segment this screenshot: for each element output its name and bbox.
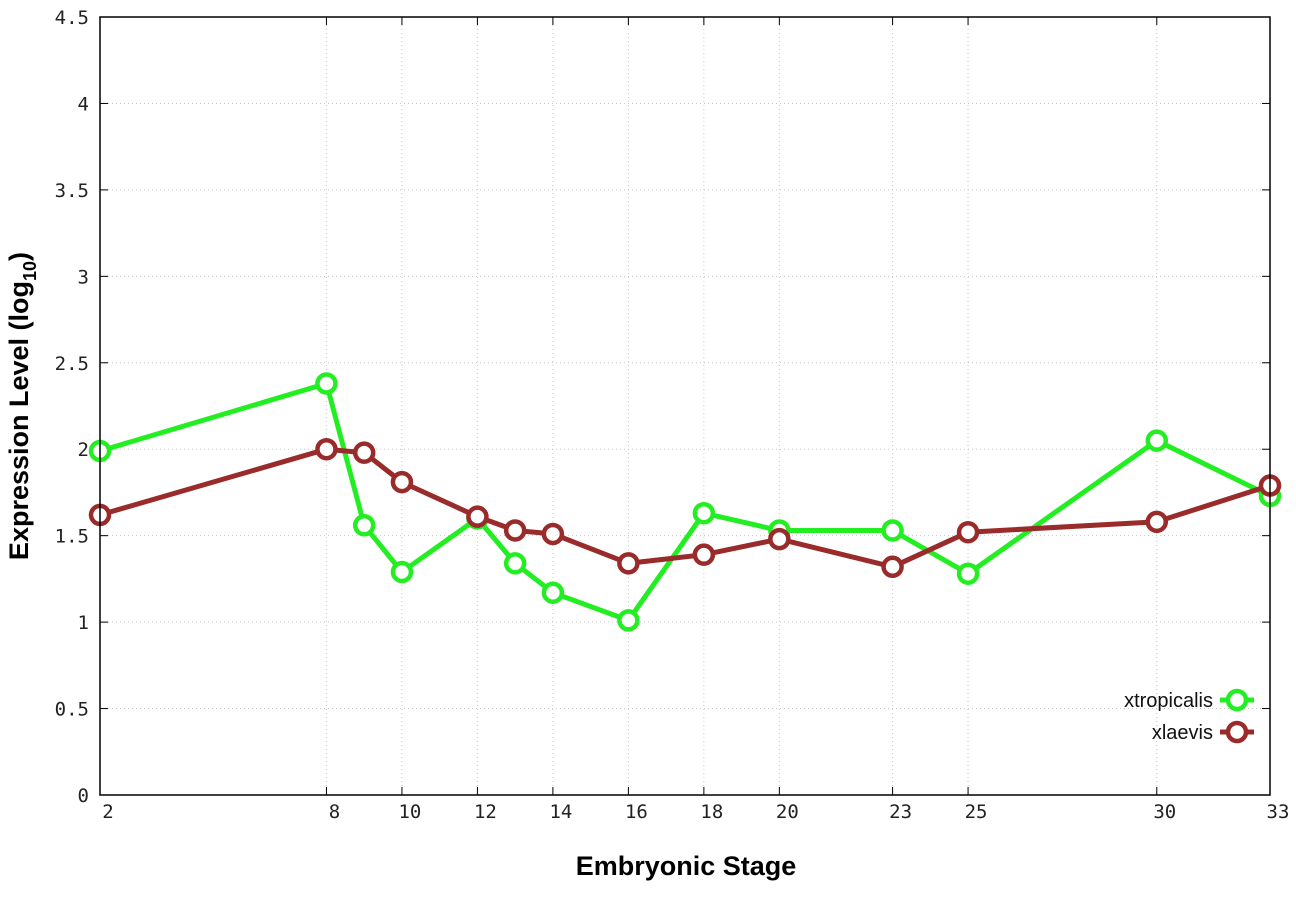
grid (100, 17, 1270, 795)
data-point (466, 505, 489, 528)
data-point (956, 520, 980, 544)
y-tick-label: 2.5 (55, 353, 89, 375)
data-point (503, 519, 527, 542)
series-group (88, 372, 1282, 632)
axis-ticks: 0 0.5 1 1.5 2 2.5 3 3.5 4 4.5 2 8 10 12 14 16 18 20 23 25 30… (55, 7, 1290, 823)
x-tick-label: 16 (625, 801, 648, 823)
y-axis-title-subscript: 10 (20, 261, 40, 281)
legend: xtropicalis xlaevis (1124, 688, 1254, 744)
data-point (692, 543, 716, 566)
data-point (352, 441, 376, 464)
data-point (956, 562, 980, 585)
y-tick-label: 1 (78, 612, 89, 634)
y-tick-label: 4 (78, 93, 89, 115)
data-point (617, 609, 640, 632)
x-tick-label: 33 (1267, 801, 1290, 823)
legend-item-xlaevis: xlaevis (1152, 720, 1254, 744)
legend-label: xtropicalis (1124, 690, 1213, 712)
x-tick-label: 8 (329, 801, 340, 823)
x-tick-label: 18 (700, 801, 723, 823)
data-point (768, 527, 791, 551)
data-point (1145, 429, 1169, 452)
legend-marker (1225, 720, 1249, 744)
x-axis-title: Embryonic Stage (576, 851, 797, 881)
data-point (541, 581, 565, 604)
y-tick-label: 3.5 (55, 180, 89, 202)
series-line (99, 446, 1271, 570)
x-tick-label: 30 (1153, 801, 1176, 823)
x-tick-label: 14 (549, 801, 572, 823)
y-axis-title-main: Expression Level (log (4, 281, 34, 560)
x-tick-label: 2 (102, 801, 113, 823)
legend-item-xtropicalis: xtropicalis (1124, 688, 1254, 712)
y-axis-title: Expression Level (log10) (4, 252, 40, 560)
data-point (315, 437, 338, 461)
data-point (315, 372, 338, 395)
x-tick-label: 20 (776, 801, 799, 823)
legend-label: xlaevis (1152, 722, 1213, 744)
y-tick-label: 1.5 (55, 526, 89, 548)
data-point (881, 555, 904, 579)
x-tick-label: 23 (889, 801, 912, 823)
data-point (881, 519, 904, 542)
series-xlaevis (88, 437, 1282, 579)
series-line (99, 381, 1272, 623)
y-tick-label: 4.5 (55, 7, 89, 29)
plot-frame (99, 16, 1271, 796)
x-tick-label: 12 (474, 801, 497, 823)
x-tick-label: 10 (398, 801, 421, 823)
data-point (352, 514, 376, 537)
data-point (390, 470, 414, 494)
data-point (390, 560, 414, 584)
legend-marker (1225, 688, 1249, 712)
y-tick-label: 0 (78, 785, 89, 807)
data-point (503, 552, 527, 575)
x-tick-label: 25 (965, 801, 988, 823)
y-tick-label: 3 (78, 266, 89, 288)
data-point (1145, 510, 1169, 534)
data-point (692, 501, 716, 525)
y-tick-label: 2 (78, 439, 89, 461)
y-axis-title-close: ) (4, 252, 34, 261)
data-point (541, 522, 565, 546)
data-point (617, 552, 640, 575)
series-xtropicalis (88, 372, 1282, 632)
y-tick-label: 0.5 (55, 699, 89, 721)
